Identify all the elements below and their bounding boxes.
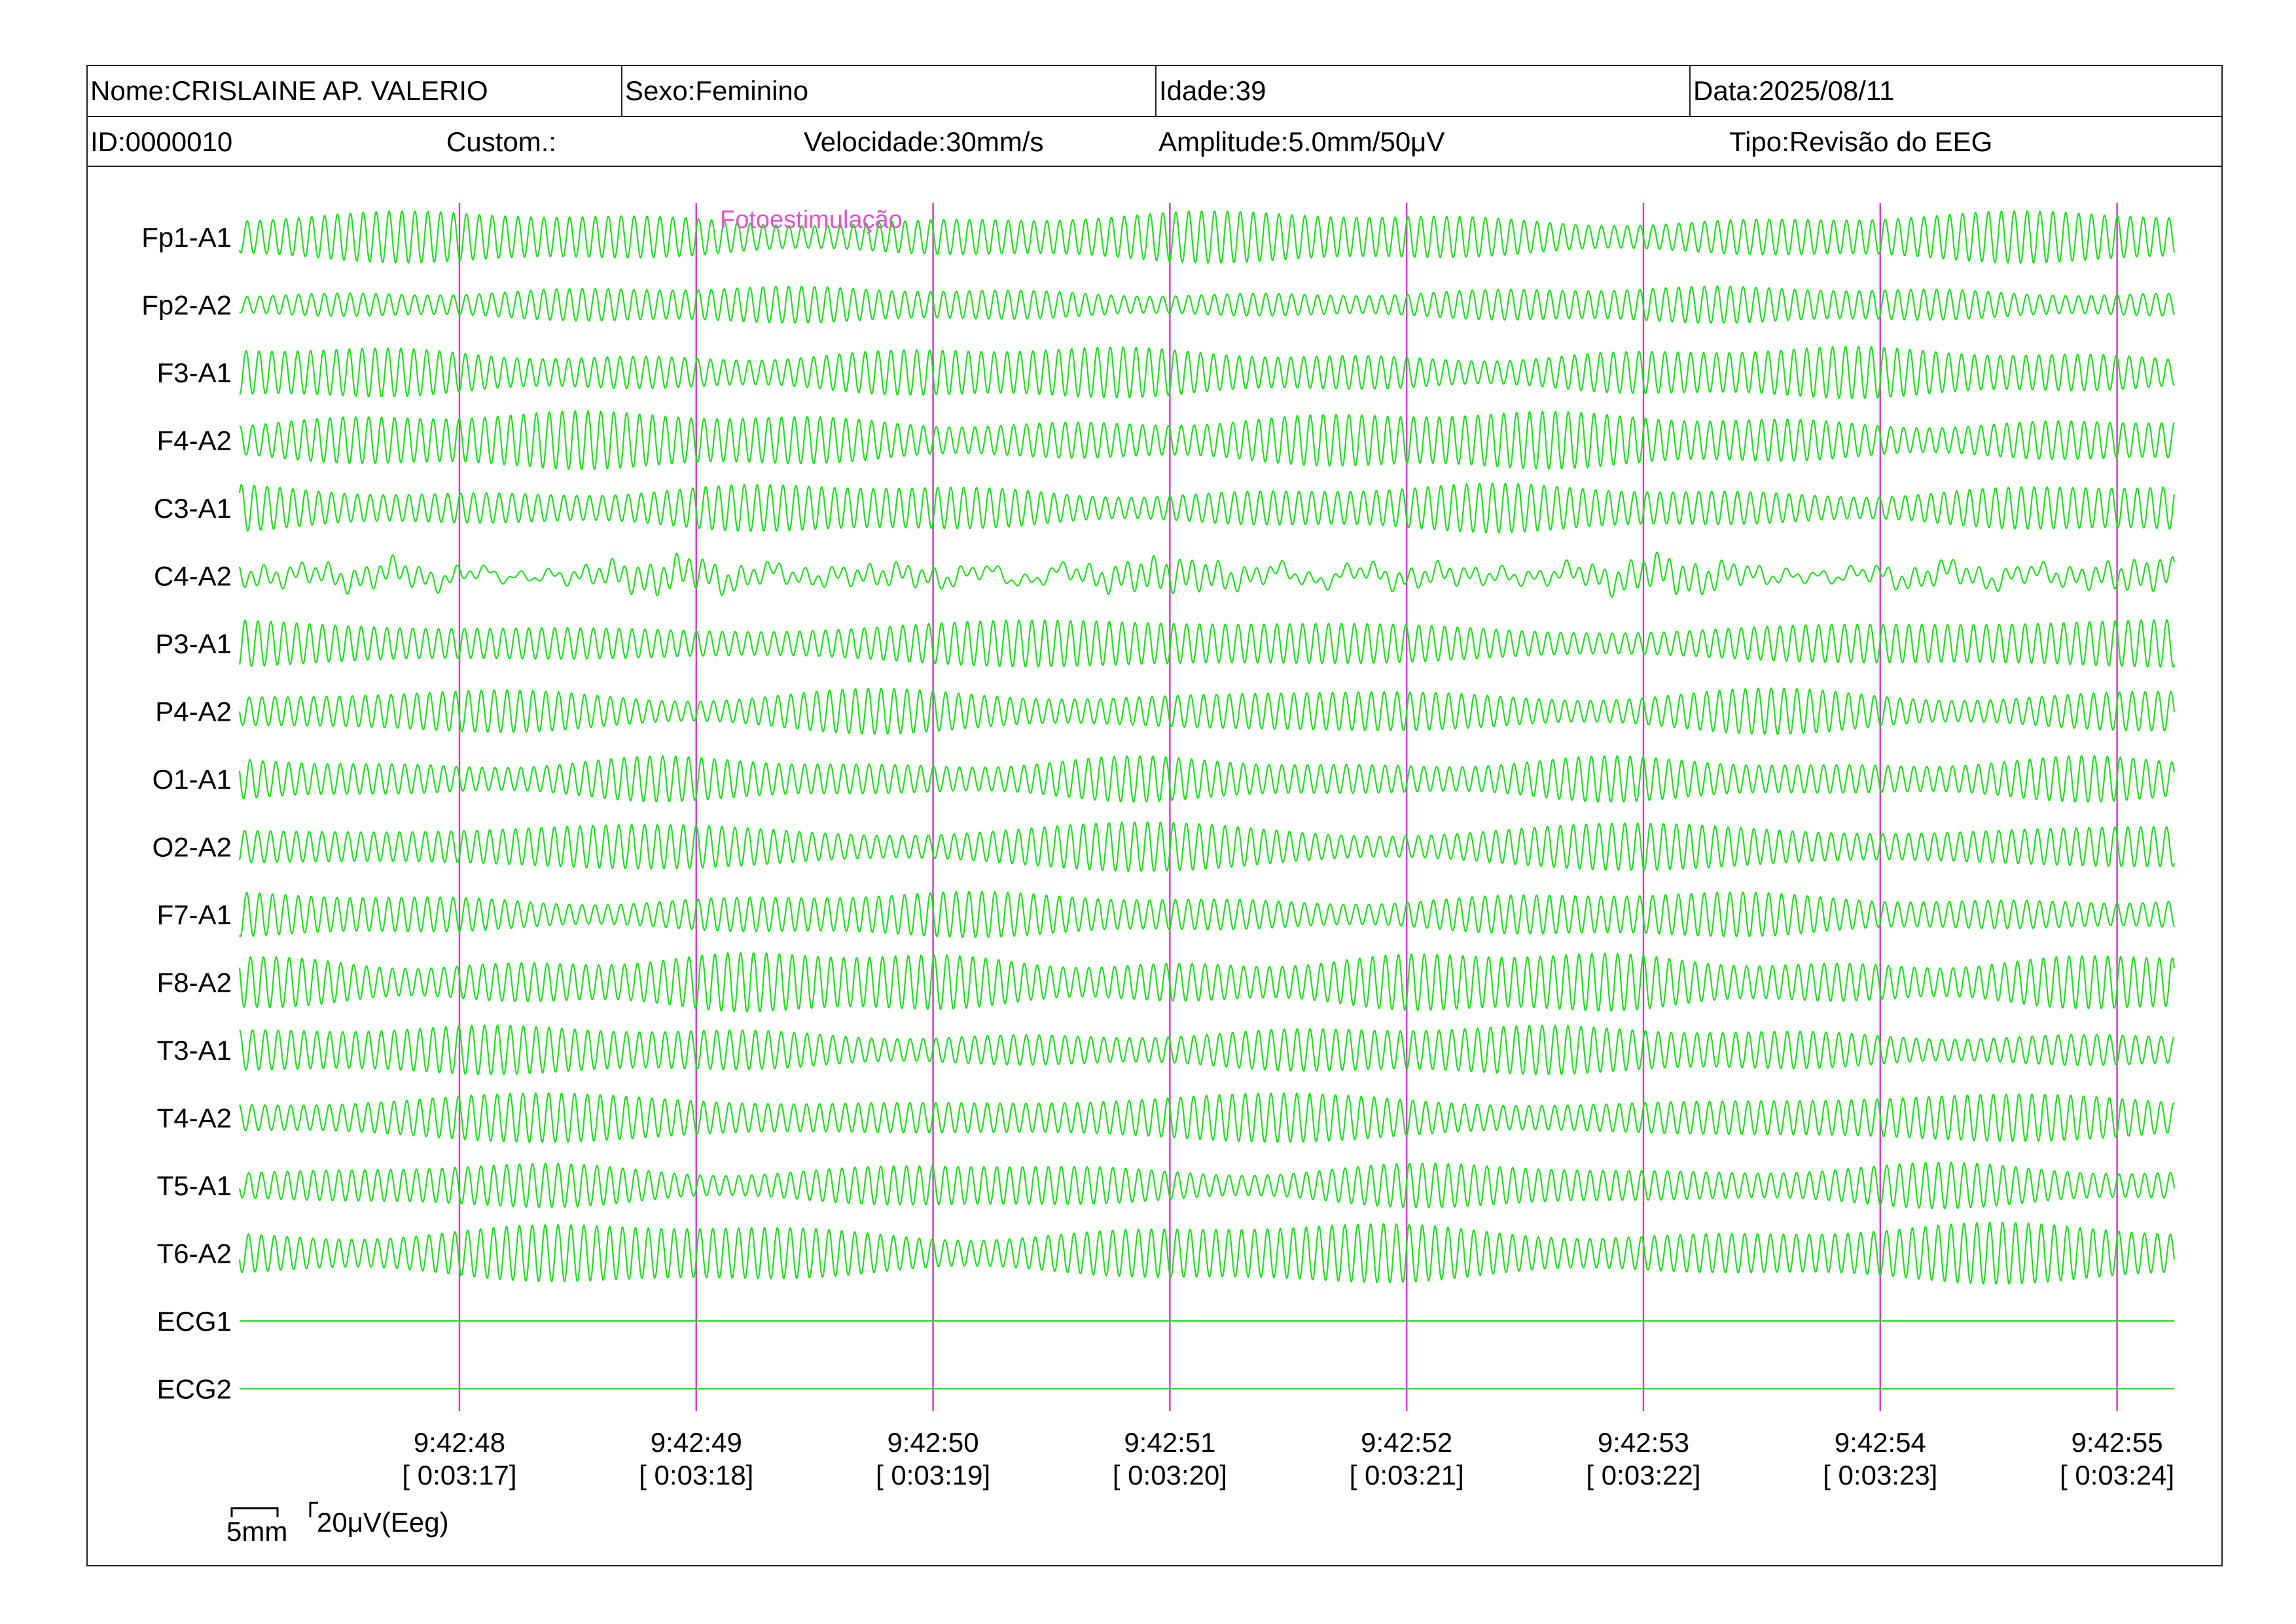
eeg-trace bbox=[238, 551, 2176, 598]
patient-name: Nome:CRISLAINE AP. VALERIO bbox=[90, 75, 488, 106]
eeg-trace bbox=[238, 821, 2176, 873]
eeg-trace bbox=[238, 209, 2176, 264]
time-label-clock: 9:42:48 bbox=[414, 1427, 505, 1458]
amplitude-setting: Amplitude:5.0mm/50μV bbox=[1158, 126, 1445, 157]
record-type: Tipo:Revisão do EEG bbox=[1729, 126, 1993, 157]
eeg-trace bbox=[239, 345, 2175, 400]
time-label-elapsed: [ 0:03:22] bbox=[1586, 1460, 1700, 1490]
time-scale-bar-icon bbox=[230, 1507, 279, 1517]
time-label-clock: 9:42:51 bbox=[1124, 1427, 1215, 1458]
eeg-trace bbox=[238, 890, 2176, 939]
channel-label: O2-A2 bbox=[152, 832, 232, 863]
time-label-clock: 9:42:53 bbox=[1598, 1427, 1689, 1458]
channel-label: P4-A2 bbox=[155, 696, 232, 727]
eeg-trace bbox=[238, 619, 2176, 668]
patient-id: ID:0000010 bbox=[90, 126, 233, 157]
time-label-elapsed: [ 0:03:23] bbox=[1823, 1460, 1937, 1490]
eeg-trace bbox=[238, 952, 2176, 1013]
channel-label: T5-A1 bbox=[157, 1170, 232, 1201]
time-marker-lines bbox=[458, 203, 2118, 1411]
eeg-trace bbox=[239, 410, 2175, 471]
amplitude-scale-label: 20μV(Eeg) bbox=[317, 1507, 449, 1538]
paper-speed: Velocidade:30mm/s bbox=[804, 126, 1044, 157]
time-label-elapsed: [ 0:03:17] bbox=[402, 1460, 516, 1490]
channel-label: Fp2-A2 bbox=[141, 290, 232, 321]
eeg-trace bbox=[238, 482, 2176, 534]
report-frame: Nome:CRISLAINE AP. VALERIO Sexo:Feminino… bbox=[86, 65, 2223, 1566]
channel-label: ECG1 bbox=[157, 1306, 232, 1337]
time-label-elapsed: [ 0:03:21] bbox=[1350, 1460, 1464, 1490]
amplitude-scale-bar-icon bbox=[309, 1502, 318, 1517]
channel-label: T3-A1 bbox=[157, 1035, 232, 1066]
time-label-clock: 9:42:55 bbox=[2072, 1427, 2163, 1458]
channel-label: O1-A1 bbox=[152, 764, 232, 795]
time-label-clock: 9:42:54 bbox=[1835, 1427, 1926, 1458]
channel-label: C3-A1 bbox=[154, 493, 232, 524]
channel-label: F7-A1 bbox=[157, 899, 232, 930]
channel-label: F8-A2 bbox=[157, 967, 232, 998]
time-label-elapsed: [ 0:03:19] bbox=[876, 1460, 990, 1490]
eeg-trace bbox=[239, 1092, 2175, 1144]
channel-labels: Fp1-A1 Fp2-A2 F3-A1 F4-A2 C3-A1 C4-A2 P3-A1 P4-… bbox=[141, 222, 232, 1405]
time-label-elapsed: [ 0:03:24] bbox=[2060, 1460, 2174, 1490]
channel-label: P3-A1 bbox=[155, 628, 232, 659]
channel-label: C4-A2 bbox=[154, 561, 232, 592]
exam-date: Data:2025/08/11 bbox=[1689, 66, 2223, 116]
channel-label: ECG2 bbox=[157, 1374, 232, 1405]
time-label-clock: 9:42:50 bbox=[888, 1427, 979, 1458]
channel-label: Fp1-A1 bbox=[141, 222, 232, 253]
patient-age: Idade:39 bbox=[1155, 66, 1689, 116]
time-label-elapsed: [ 0:03:20] bbox=[1113, 1460, 1227, 1490]
time-label-clock: 9:42:52 bbox=[1361, 1427, 1452, 1458]
time-label-clock: 9:42:49 bbox=[651, 1427, 742, 1458]
scale-legend: 5mm 20μV(Eeg) bbox=[226, 1502, 449, 1547]
time-scale-label: 5mm bbox=[226, 1516, 287, 1547]
eeg-trace bbox=[238, 1161, 2176, 1210]
eeg-trace bbox=[239, 285, 2176, 324]
eeg-trace bbox=[238, 755, 2176, 803]
eeg-trace bbox=[239, 1024, 2175, 1076]
channel-label: T4-A2 bbox=[157, 1103, 232, 1134]
eeg-trace bbox=[238, 1221, 2176, 1285]
patient-sex: Sexo:Feminino bbox=[621, 66, 1155, 116]
header-row-patient: Nome:CRISLAINE AP. VALERIO Sexo:Feminino… bbox=[88, 66, 2221, 117]
event-label-photostimulation: Fotoestimulação bbox=[720, 206, 903, 234]
time-axis-labels: 9:42:48[ 0:03:17] 9:42:49[ 0:03:18] 9:42:5… bbox=[402, 1427, 2174, 1490]
header-row-settings: ID:0000010 Custom.: Velocidade:30mm/s Am… bbox=[88, 117, 2221, 167]
channel-label: T6-A2 bbox=[157, 1238, 232, 1269]
custom-field: Custom.: bbox=[446, 126, 557, 157]
channel-label: F3-A1 bbox=[157, 357, 232, 388]
channel-label: F4-A2 bbox=[157, 425, 232, 456]
time-label-elapsed: [ 0:03:18] bbox=[639, 1460, 753, 1490]
eeg-trace bbox=[238, 687, 2176, 736]
eeg-traces bbox=[238, 209, 2176, 1390]
